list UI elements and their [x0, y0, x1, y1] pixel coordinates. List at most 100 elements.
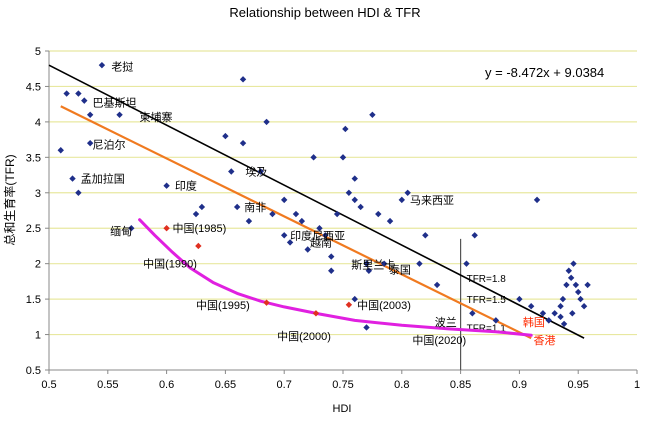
x-tick-label: 0.8 — [394, 379, 409, 391]
data-point — [198, 203, 206, 211]
y-tick-label: 4 — [35, 117, 41, 129]
data-point — [563, 281, 570, 289]
data-point — [233, 203, 241, 211]
data-point — [304, 246, 311, 253]
point-annotation: 中国(2003) — [357, 299, 411, 312]
data-point — [357, 203, 364, 211]
data-point — [257, 168, 264, 175]
data-point — [398, 196, 405, 204]
china-data-point — [163, 225, 170, 232]
x-axis-label: HDI — [333, 403, 352, 415]
plot-area: 0.5 1 1.5 2 2.5 3 3.5 4 4.5 5 0.5 0.55 0.6 0.65 0.7 0.7… — [26, 46, 640, 391]
x-tick-label: 0.7 — [277, 379, 292, 391]
y-tick-label: 4.5 — [26, 81, 41, 93]
data-point — [363, 260, 370, 267]
data-point — [69, 175, 76, 182]
data-point — [533, 196, 541, 204]
data-point — [422, 232, 429, 239]
data-point — [292, 210, 300, 218]
data-point — [492, 317, 500, 324]
y-tick-label: 1.5 — [26, 294, 41, 306]
data-point — [239, 139, 247, 147]
data-point — [86, 111, 94, 118]
point-annotation: 孟加拉国 — [81, 172, 125, 186]
data-point — [386, 217, 394, 225]
point-annotation: 巴基斯坦 — [93, 96, 137, 110]
data-point — [469, 310, 476, 317]
data-point — [351, 196, 358, 204]
point-annotation: 中国(2020) — [412, 334, 466, 347]
x-tick-label: 0.6 — [159, 379, 174, 391]
y-axis-label: 总和生育率(TFR) — [2, 154, 17, 245]
data-point — [580, 303, 588, 310]
point-annotation: 埃及 — [245, 165, 267, 179]
data-point — [328, 253, 335, 260]
data-point — [567, 274, 575, 282]
data-point — [75, 189, 82, 196]
y-tick-label: 2 — [35, 259, 41, 271]
y-tick-label: 3.5 — [26, 152, 41, 164]
x-tick-label: 1 — [634, 379, 640, 391]
data-point — [128, 225, 135, 232]
point-annotation: 泰国 — [389, 262, 411, 276]
point-annotation: 韩国 — [523, 315, 545, 329]
data-point — [228, 168, 235, 175]
data-point — [560, 320, 568, 328]
data-point — [239, 76, 247, 83]
point-annotation: 柬埔寨 — [140, 110, 173, 124]
data-point — [363, 324, 370, 331]
data-point — [584, 281, 591, 289]
data-point — [116, 111, 123, 118]
data-point — [222, 132, 229, 140]
data-point — [328, 267, 335, 274]
y-tick-label: 0.5 — [26, 365, 41, 377]
data-point — [433, 281, 441, 289]
data-point — [365, 267, 373, 274]
china-data-point — [345, 301, 353, 308]
china-data-point — [195, 242, 202, 250]
x-tick-label: 0.55 — [97, 379, 118, 391]
data-point — [281, 232, 288, 239]
point-annotation: 印度尼西亚 — [290, 228, 345, 242]
data-point — [380, 260, 388, 267]
data-point — [416, 260, 423, 267]
data-point — [516, 295, 523, 303]
data-point — [310, 154, 317, 161]
data-point — [75, 90, 82, 97]
data-point — [551, 310, 558, 317]
china-trajectory-curve — [138, 218, 533, 337]
data-point — [369, 111, 376, 118]
threshold-label: TFR=1.5 — [467, 295, 507, 306]
data-point — [463, 260, 470, 267]
china-data-point — [312, 310, 320, 317]
data-point — [86, 139, 94, 147]
data-point — [192, 210, 200, 218]
data-point — [557, 313, 564, 321]
threshold-label: TFR=1.1 — [467, 323, 507, 334]
data-point — [345, 189, 353, 196]
data-point — [527, 303, 535, 310]
x-tick-label: 0.75 — [332, 379, 353, 391]
data-point — [570, 260, 577, 267]
point-annotation: 中国(2000) — [277, 330, 331, 343]
point-annotation: 马来西亚 — [410, 194, 454, 207]
fit-line — [60, 105, 532, 340]
data-point — [298, 217, 306, 225]
data-point — [263, 118, 270, 126]
point-annotation: 老挝 — [111, 60, 133, 74]
data-point — [342, 125, 349, 133]
data-point — [316, 225, 323, 232]
data-point — [63, 90, 70, 97]
point-annotation: 斯里兰卡 — [351, 258, 395, 271]
data-point — [339, 154, 347, 161]
point-annotation: 香港 — [534, 334, 556, 347]
data-point — [269, 210, 276, 218]
data-point — [351, 175, 358, 182]
data-point — [286, 239, 294, 246]
data-point — [245, 217, 253, 225]
point-annotation: 印度 — [175, 179, 197, 193]
point-annotation: 南非 — [244, 201, 266, 214]
point-annotation: 波兰 — [435, 316, 457, 329]
point-annotation: 缅甸 — [110, 224, 132, 238]
